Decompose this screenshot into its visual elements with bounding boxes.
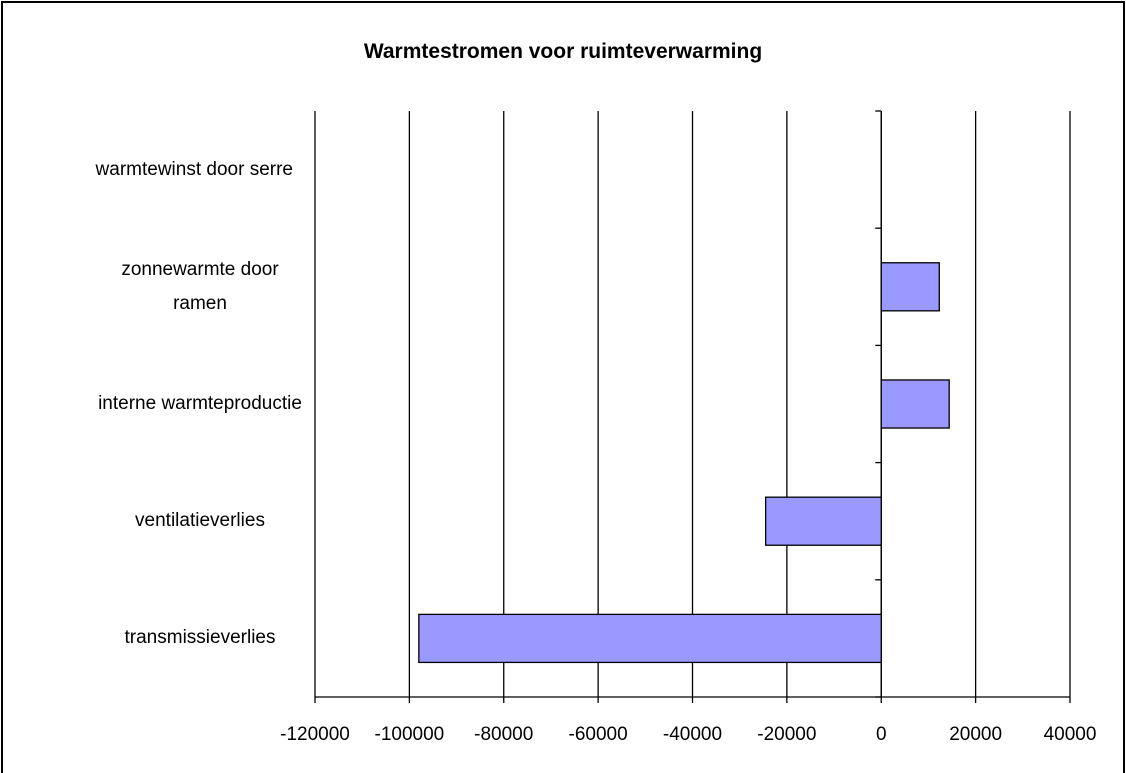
bar [418, 613, 882, 664]
x-tick-label: 40000 [1043, 724, 1097, 745]
x-tick-label: -40000 [662, 724, 723, 745]
y-tick-label: warmtewinst door serre [95, 158, 293, 180]
y-tick-label: ventilatieverlies [135, 510, 265, 532]
y-tick-label: transmissieverlies [124, 627, 276, 649]
y-tick-label: interne warmteproductie [98, 393, 302, 414]
y-tick-label: zonnewarmte door ramen [121, 258, 279, 314]
x-tick-label: -20000 [757, 724, 817, 745]
x-tick-label: -100000 [374, 724, 445, 745]
bar [764, 496, 882, 546]
chart-title: Warmtestromen voor ruimteverwarming [363, 40, 763, 63]
bar [880, 262, 940, 312]
x-tick-label: -80000 [474, 724, 534, 745]
x-tick-label: -60000 [568, 724, 628, 745]
x-tick-label: 0 [875, 724, 887, 745]
x-tick-label: -120000 [280, 724, 350, 745]
x-tick-label: 20000 [949, 724, 1003, 745]
bar [880, 379, 950, 429]
